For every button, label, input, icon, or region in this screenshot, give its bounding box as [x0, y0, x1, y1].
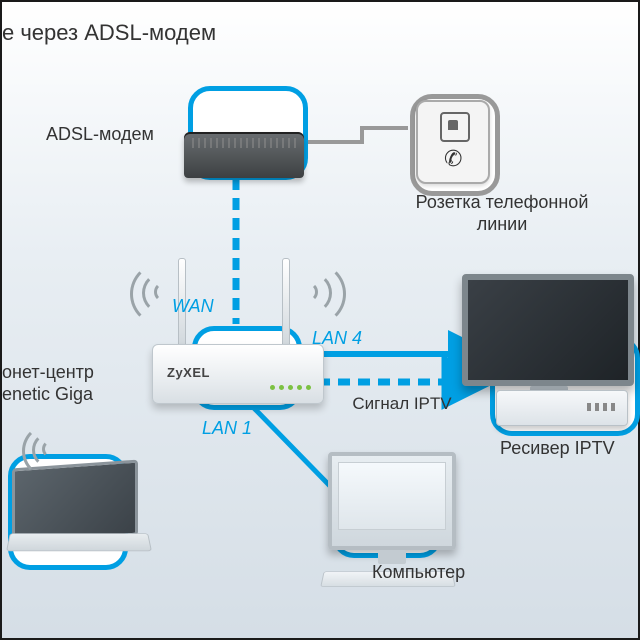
- iptv-receiver-icon: [496, 390, 628, 426]
- modem-label: ADSL-модем: [46, 124, 186, 146]
- socket-label-line2: линии: [477, 214, 528, 234]
- wifi-waves-left-icon: [110, 254, 180, 324]
- socket-label-line1: Розетка телефонной: [416, 192, 589, 212]
- iptv-signal-label: Сигнал IPTV: [332, 394, 472, 414]
- phone-socket-icon: ✆: [416, 100, 490, 184]
- wifi-waves-right-icon: [288, 254, 358, 324]
- lan4-port-label: LAN 4: [312, 328, 362, 349]
- tv-icon: [462, 274, 634, 386]
- edge-modem-socket: [302, 128, 408, 142]
- socket-label: Розетка телефонной линии: [382, 192, 622, 235]
- adsl-modem-icon: [184, 132, 304, 178]
- desktop-monitor-icon: [328, 452, 456, 550]
- center-label-2: enetic Giga: [2, 384, 122, 406]
- router-icon: ZyXEL: [152, 344, 324, 404]
- edge-lan1: [250, 404, 330, 486]
- wan-port-label: WAN: [172, 296, 214, 317]
- laptop-icon: [8, 464, 148, 554]
- pc-label: Компьютер: [372, 562, 512, 584]
- diagram-stage: е через ADSL-модем ✆: [0, 0, 640, 640]
- router-brand-label: ZyXEL: [167, 365, 210, 380]
- receiver-label: Ресивер IPTV: [500, 438, 640, 460]
- lan1-port-label: LAN 1: [202, 418, 252, 439]
- diagram-title: е через ADSL-модем: [2, 20, 216, 46]
- router-antenna-2-icon: [282, 258, 290, 350]
- center-label-1: онет-центр: [2, 362, 122, 384]
